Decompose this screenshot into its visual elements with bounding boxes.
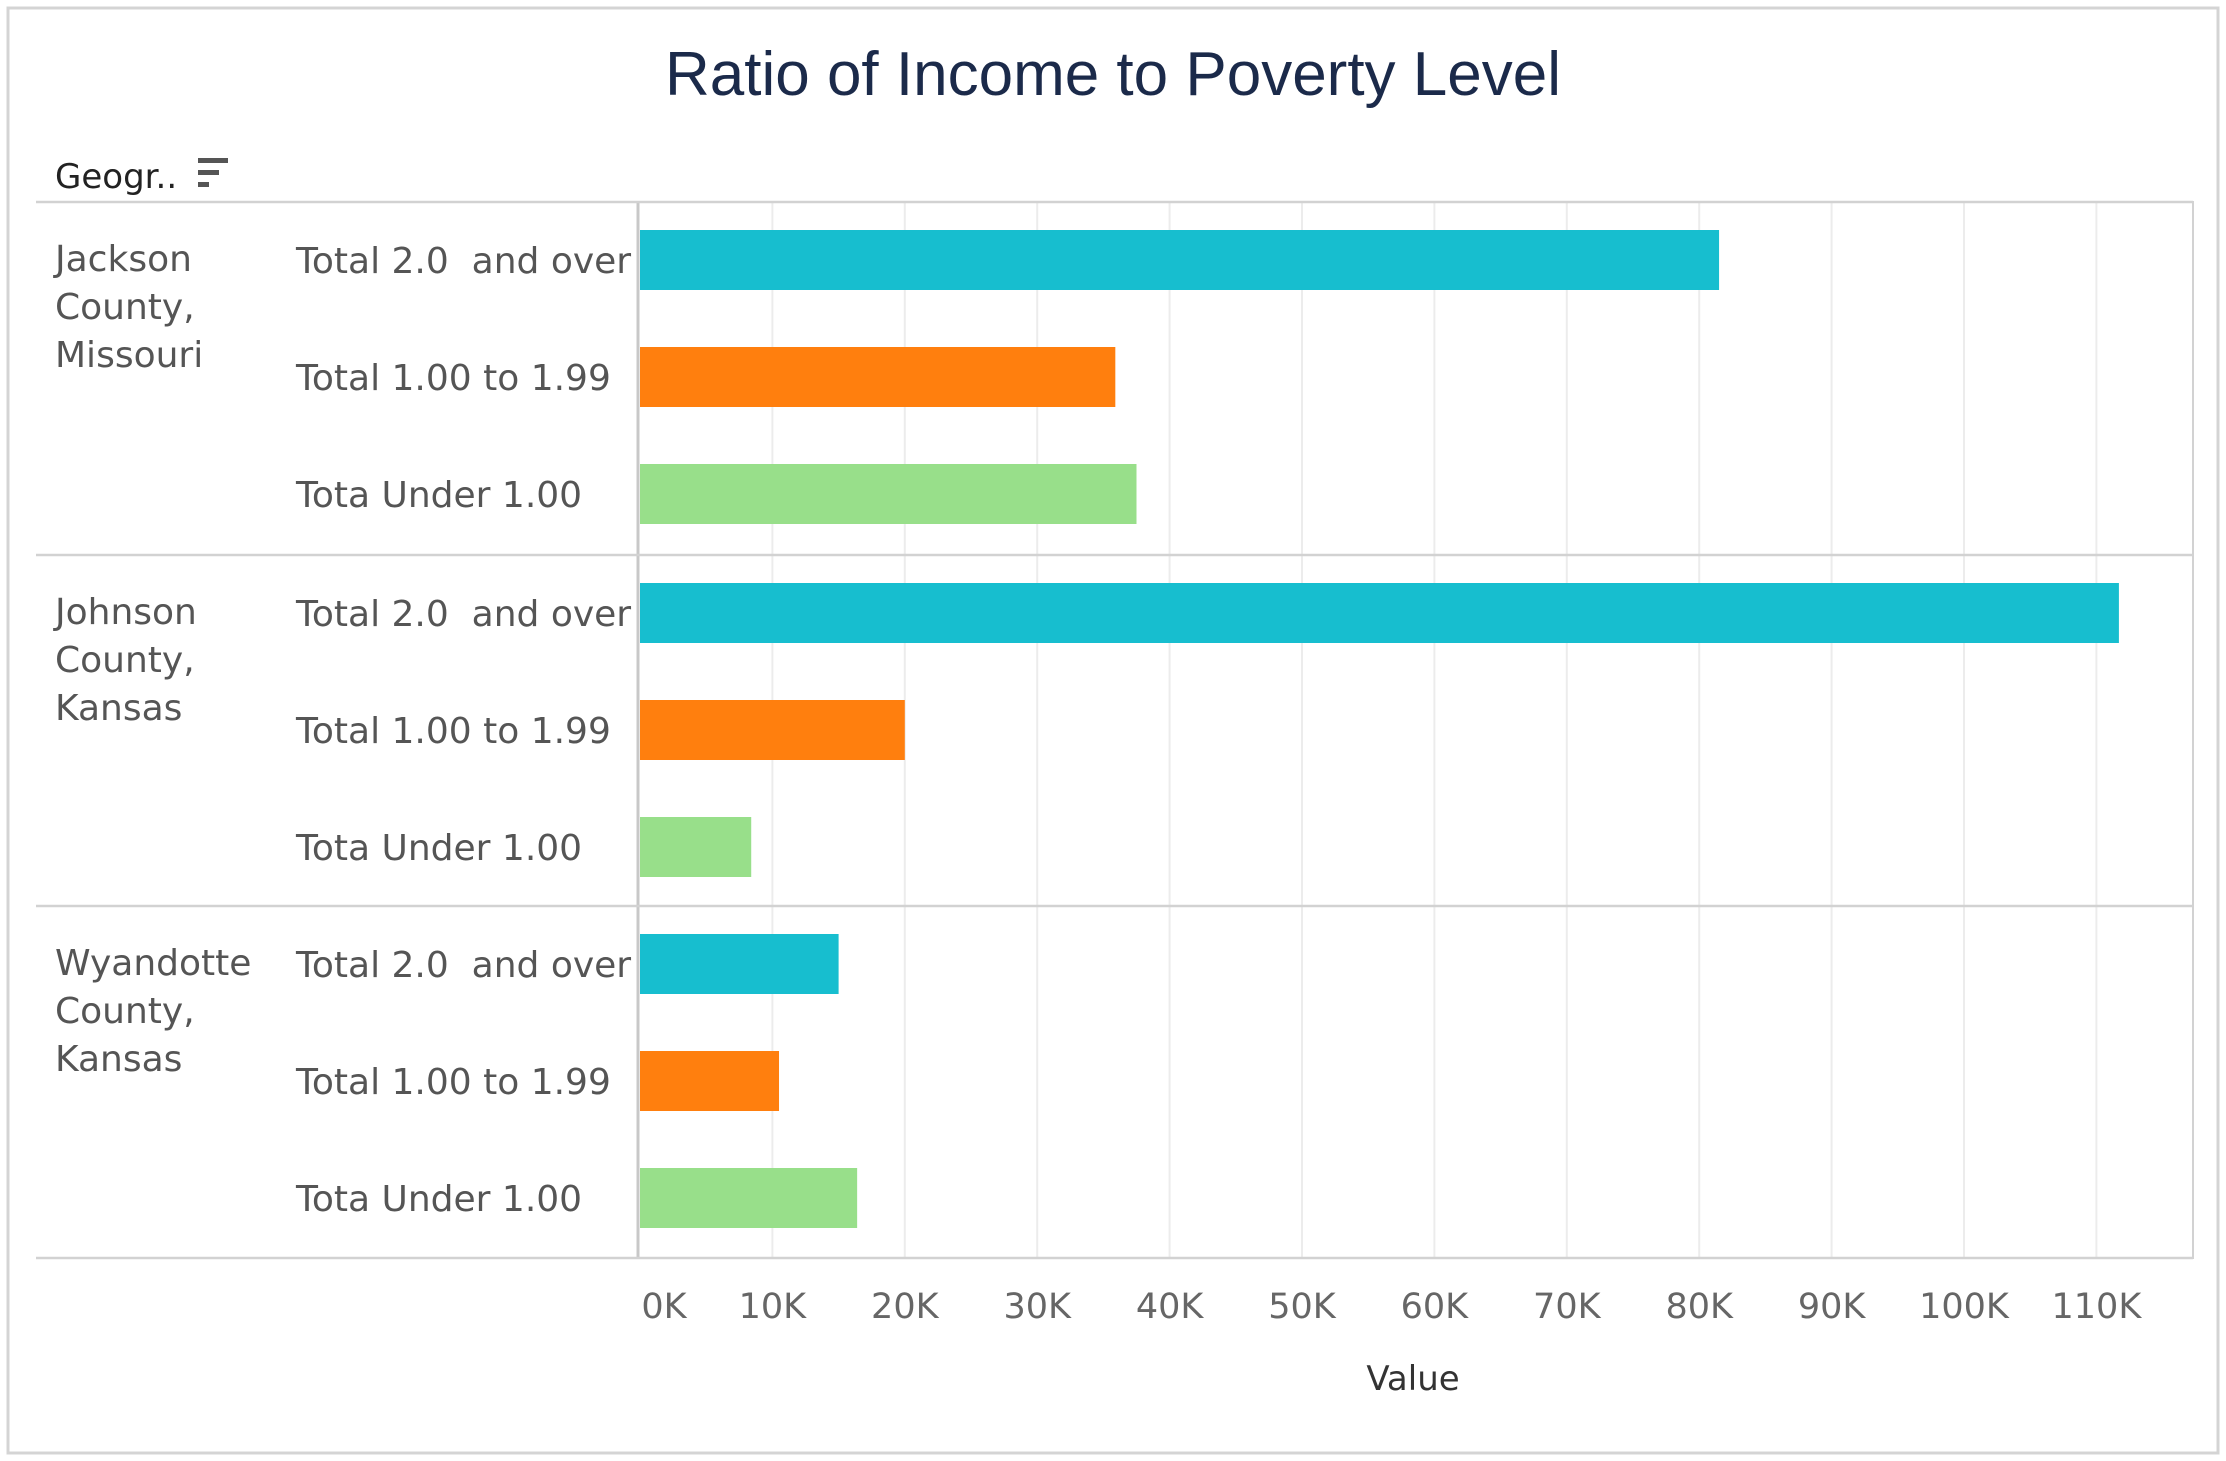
x-axis-title: Value (1366, 1359, 1459, 1399)
x-tick-label: 0K (641, 1287, 687, 1327)
x-axis-ticks: 0K 10K 20K 30K 40K 50K 60K 70K 80K 90K 100K 110K (641, 1287, 2142, 1327)
x-tick-label: 50K (1268, 1287, 1337, 1327)
x-tick-label: 10K (739, 1287, 808, 1327)
x-tick-label: 110K (2052, 1287, 2143, 1327)
bar[interactable] (640, 817, 752, 877)
category-label: Total 2.0 and over (295, 241, 631, 282)
geography-label: Missouri (55, 335, 203, 376)
bar[interactable] (640, 464, 1137, 524)
category-label: Total 2.0 and over (295, 945, 631, 986)
bar[interactable] (640, 934, 839, 994)
bar[interactable] (640, 1051, 780, 1111)
geography-label: County, (55, 640, 195, 681)
row-labels: Jackson County, Missouri Total 2.0 and over… (53, 239, 631, 1220)
bar[interactable] (640, 347, 1116, 407)
category-label: Tota Under 1.00 (295, 828, 582, 869)
row-header-label: Geogr.. (55, 157, 177, 197)
pane-borders (36, 200, 2194, 1260)
bar[interactable] (640, 700, 905, 760)
geography-label: County, (55, 287, 195, 328)
category-label: Tota Under 1.00 (295, 1179, 582, 1220)
bar[interactable] (640, 1168, 858, 1228)
geography-label: Jackson (53, 239, 192, 280)
geography-label: Wyandotte (55, 943, 251, 984)
bar[interactable] (640, 230, 1720, 290)
sort-descending-icon[interactable] (198, 158, 228, 187)
x-tick-label: 40K (1136, 1287, 1205, 1327)
x-tick-label: 70K (1533, 1287, 1602, 1327)
category-label: Total 1.00 to 1.99 (295, 711, 611, 752)
x-tick-label: 20K (871, 1287, 940, 1327)
x-tick-label: 60K (1401, 1287, 1470, 1327)
category-label: Total 2.0 and over (295, 594, 631, 635)
bar[interactable] (640, 583, 2119, 643)
geography-label: County, (55, 991, 195, 1032)
x-tick-label: 90K (1798, 1287, 1867, 1327)
category-label: Total 1.00 to 1.99 (295, 358, 611, 399)
category-label: Tota Under 1.00 (295, 475, 582, 516)
x-tick-label: 80K (1665, 1287, 1734, 1327)
category-label: Total 1.00 to 1.99 (295, 1062, 611, 1103)
bars (640, 230, 2119, 1228)
x-tick-label: 30K (1003, 1287, 1072, 1327)
geography-label: Johnson (53, 592, 197, 633)
x-tick-label: 100K (1919, 1287, 2010, 1327)
geography-label: Kansas (55, 688, 182, 729)
chart-title: Ratio of Income to Poverty Level (665, 40, 1561, 109)
geography-label: Kansas (55, 1039, 182, 1080)
